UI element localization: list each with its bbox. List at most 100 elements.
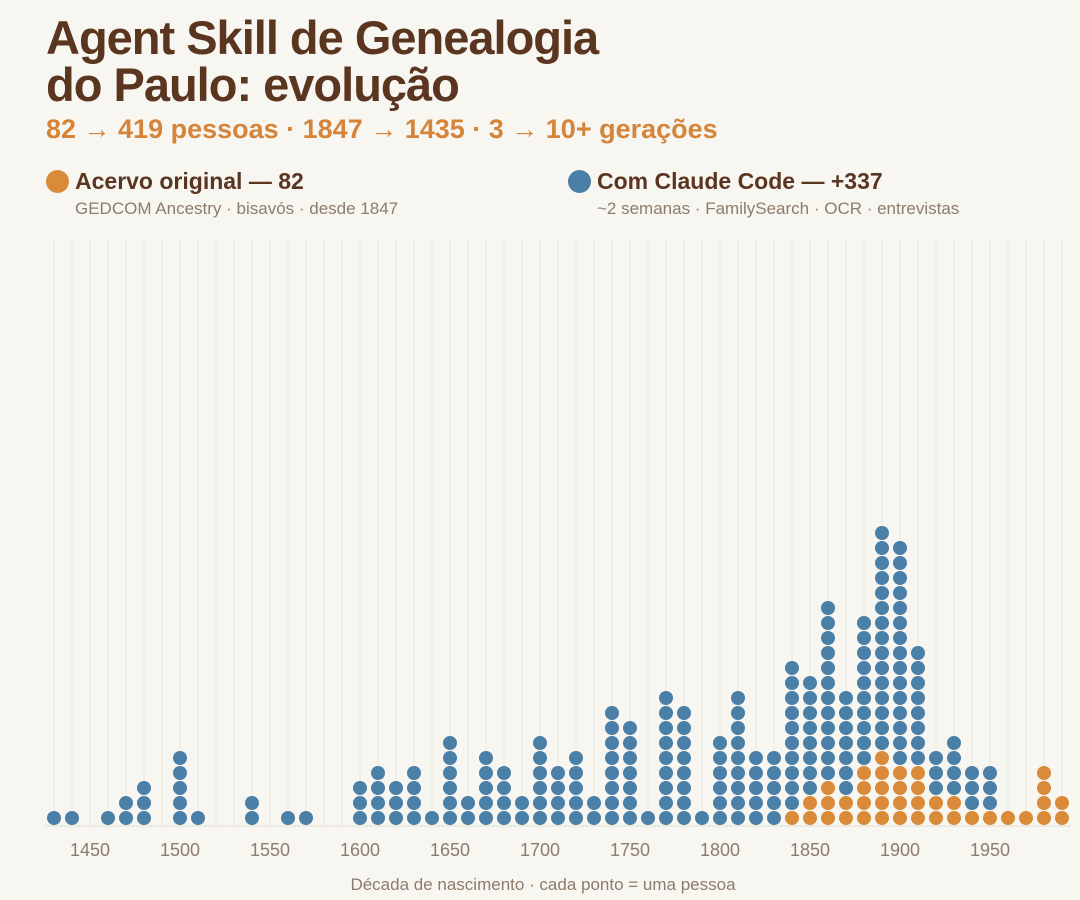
dot-claude: [623, 811, 637, 825]
dot-claude: [893, 691, 907, 705]
dot-claude: [623, 751, 637, 765]
dot-original: [821, 796, 835, 810]
dot-claude: [893, 571, 907, 585]
dot-claude: [389, 796, 403, 810]
dot-claude: [731, 691, 745, 705]
dot-claude: [497, 766, 511, 780]
dot-claude: [749, 811, 763, 825]
dot-original: [1037, 796, 1051, 810]
dot-claude: [587, 811, 601, 825]
dot-claude: [767, 751, 781, 765]
dot-claude: [785, 721, 799, 735]
dot-claude: [839, 721, 853, 735]
dot-claude: [569, 751, 583, 765]
x-tick-label: 1450: [70, 840, 110, 860]
dot-claude: [875, 676, 889, 690]
dot-claude: [821, 676, 835, 690]
dot-claude: [677, 781, 691, 795]
dot-claude: [731, 796, 745, 810]
dot-claude: [479, 751, 493, 765]
dot-original: [875, 766, 889, 780]
dot-claude: [371, 811, 385, 825]
dot-claude: [911, 691, 925, 705]
chart-grid: [45, 240, 1071, 827]
dot-claude: [731, 706, 745, 720]
dot-claude: [821, 706, 835, 720]
dot-original: [1001, 811, 1015, 825]
dot-claude: [587, 796, 601, 810]
dot-claude: [569, 811, 583, 825]
dot-claude: [623, 766, 637, 780]
legend-item-claude: Com Claude Code — +337 ~2 semanas · Fami…: [568, 168, 959, 219]
chart-dots: [47, 526, 1069, 825]
dot-original: [821, 811, 835, 825]
dot-claude: [893, 556, 907, 570]
dot-claude: [497, 811, 511, 825]
dot-original: [1037, 766, 1051, 780]
dot-claude: [857, 631, 871, 645]
dot-claude: [659, 736, 673, 750]
x-axis-label: Década de nascimento · cada ponto = uma …: [350, 875, 736, 894]
dot-original: [875, 751, 889, 765]
dot-claude: [353, 796, 367, 810]
legend-label-claude: Com Claude Code — +337: [597, 168, 883, 194]
x-tick-label: 1700: [520, 840, 560, 860]
dot-claude: [497, 796, 511, 810]
dot-original: [839, 796, 853, 810]
dot-claude: [677, 811, 691, 825]
dot-claude: [677, 766, 691, 780]
dot-claude: [857, 706, 871, 720]
dot-claude: [803, 766, 817, 780]
dot-claude: [533, 736, 547, 750]
dot-claude: [839, 706, 853, 720]
dot-claude: [929, 781, 943, 795]
dot-claude: [947, 781, 961, 795]
dot-claude: [857, 661, 871, 675]
dot-claude: [623, 796, 637, 810]
dot-claude: [65, 811, 79, 825]
dot-claude: [479, 781, 493, 795]
dot-claude: [875, 706, 889, 720]
dot-claude: [803, 781, 817, 795]
dot-claude: [767, 811, 781, 825]
dot-claude: [407, 796, 421, 810]
dot-claude: [533, 811, 547, 825]
dot-claude: [245, 811, 259, 825]
dot-original: [893, 781, 907, 795]
dot-claude: [875, 721, 889, 735]
dot-claude: [785, 706, 799, 720]
dot-claude: [947, 766, 961, 780]
dot-claude: [731, 811, 745, 825]
dot-claude: [119, 796, 133, 810]
dot-claude: [875, 571, 889, 585]
dot-claude: [137, 781, 151, 795]
legend-swatch-claude: [568, 170, 591, 193]
dot-claude: [983, 796, 997, 810]
dot-original: [893, 766, 907, 780]
title-line-1: Agent Skill de Genealogia: [46, 11, 599, 64]
legend-label-original: Acervo original — 82: [75, 168, 304, 194]
dot-claude: [785, 751, 799, 765]
dot-claude: [749, 781, 763, 795]
dot-claude: [857, 691, 871, 705]
dot-claude: [371, 796, 385, 810]
dot-claude: [875, 691, 889, 705]
dot-claude: [911, 661, 925, 675]
dot-claude: [839, 781, 853, 795]
dot-claude: [605, 721, 619, 735]
dot-claude: [911, 646, 925, 660]
x-tick-label: 1750: [610, 840, 650, 860]
dot-original: [875, 811, 889, 825]
dot-claude: [407, 811, 421, 825]
dot-claude: [875, 661, 889, 675]
dot-claude: [677, 751, 691, 765]
dot-claude: [749, 796, 763, 810]
dot-claude: [803, 706, 817, 720]
dot-claude: [389, 781, 403, 795]
dot-claude: [371, 766, 385, 780]
x-tick-label: 1850: [790, 840, 830, 860]
dot-claude: [803, 676, 817, 690]
dot-claude: [803, 691, 817, 705]
dot-claude: [839, 751, 853, 765]
dot-claude: [533, 751, 547, 765]
